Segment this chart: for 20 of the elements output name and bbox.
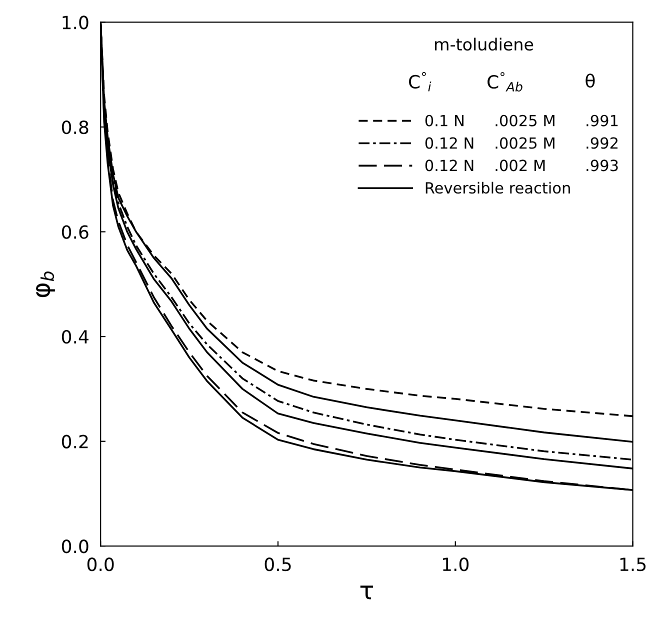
- y-axis-title: φ$_{b}$: [36, 272, 55, 298]
- y-tick-label: 0.8: [62, 120, 88, 134]
- x-tick-label: 1.5: [620, 558, 646, 572]
- legend-title: m-toludiene: [435, 38, 534, 51]
- x-tick-label: 1.0: [443, 558, 469, 572]
- y-tick-label: 0.6: [62, 225, 88, 239]
- x-axis-title: τ: [360, 586, 373, 600]
- y-tick-label: 1.0: [62, 16, 88, 30]
- legend-label: 0.12 N .002 M .993: [425, 160, 618, 172]
- annotation: C$^{°}$$_{i}$: [409, 72, 432, 92]
- legend-label: 0.1 N .0025 M .991: [425, 114, 618, 126]
- annotation: C$^{°}$$_{Ab}$: [488, 72, 522, 92]
- x-tick-label: 0.5: [264, 558, 291, 572]
- legend-label: 0.12 N .0025 M .992: [425, 137, 618, 149]
- y-tick-label: 0.4: [62, 330, 88, 344]
- x-tick-label: 0.0: [87, 558, 114, 572]
- y-tick-label: 0.0: [62, 540, 88, 554]
- y-tick-label: 0.2: [62, 434, 88, 448]
- annotation: θ: [586, 74, 595, 88]
- legend-label: Reversible reaction: [426, 182, 570, 194]
